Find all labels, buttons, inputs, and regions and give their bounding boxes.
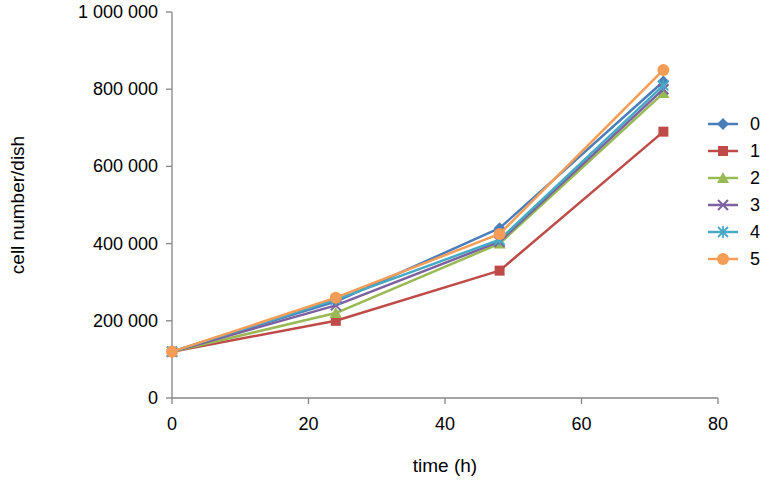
data-point <box>166 346 178 357</box>
x-tick <box>717 398 718 404</box>
data-point <box>167 347 177 357</box>
series-line <box>172 89 663 351</box>
x-tick-label: 60 <box>571 414 591 434</box>
legend-marker <box>718 226 728 238</box>
data-point <box>495 266 505 276</box>
legend-label: 3 <box>750 195 760 215</box>
y-tick <box>166 243 172 244</box>
y-tick <box>166 89 172 90</box>
data-point <box>330 292 342 304</box>
y-tick <box>166 11 172 12</box>
data-point <box>167 347 177 357</box>
x-tick-label: 0 <box>167 414 177 434</box>
y-tick <box>166 397 172 398</box>
x-tick <box>171 398 172 404</box>
plot-area <box>166 64 669 358</box>
data-point <box>166 346 178 358</box>
legend-label: 1 <box>750 141 760 161</box>
y-tick <box>166 320 172 321</box>
series-line <box>172 85 663 351</box>
x-tick-label: 80 <box>708 414 728 434</box>
legend-marker <box>717 118 729 130</box>
y-axis <box>171 12 172 398</box>
legend-marker <box>717 253 729 265</box>
legend-marker <box>718 200 728 210</box>
legend-marker <box>717 172 729 183</box>
chart: 0 200 000 400 000 600 000 800 000 1 000 000 0 2… <box>0 0 773 485</box>
x-tick <box>444 398 445 404</box>
data-point <box>658 79 668 91</box>
y-tick-label: 0 <box>148 388 158 408</box>
legend-label: 5 <box>750 249 760 269</box>
data-point <box>167 346 177 358</box>
x-tick <box>581 398 582 404</box>
y-axis-label: cell number/dish <box>7 136 28 274</box>
series-line <box>172 81 663 351</box>
x-axis-label: time (h) <box>413 455 477 476</box>
y-tick-label: 600 000 <box>93 156 158 176</box>
legend-label: 2 <box>750 168 760 188</box>
data-point <box>658 127 668 137</box>
data-point <box>166 346 178 358</box>
legend-marker <box>718 146 728 156</box>
data-point <box>494 228 506 240</box>
legend-label: 4 <box>750 222 760 242</box>
series-line <box>172 70 663 352</box>
x-tick-label: 40 <box>435 414 455 434</box>
y-tick-label: 200 000 <box>93 311 158 331</box>
x-tick-label: 20 <box>298 414 318 434</box>
y-tick <box>166 166 172 167</box>
y-tick-label: 1 000 000 <box>78 2 158 22</box>
data-point <box>657 64 669 76</box>
series-line <box>172 93 663 352</box>
series-line <box>172 132 663 352</box>
y-tick-label: 800 000 <box>93 79 158 99</box>
legend: 0 1 2 3 4 5 <box>708 114 760 269</box>
y-tick-label: 400 000 <box>93 234 158 254</box>
legend-label: 0 <box>750 114 760 134</box>
x-tick <box>308 398 309 404</box>
